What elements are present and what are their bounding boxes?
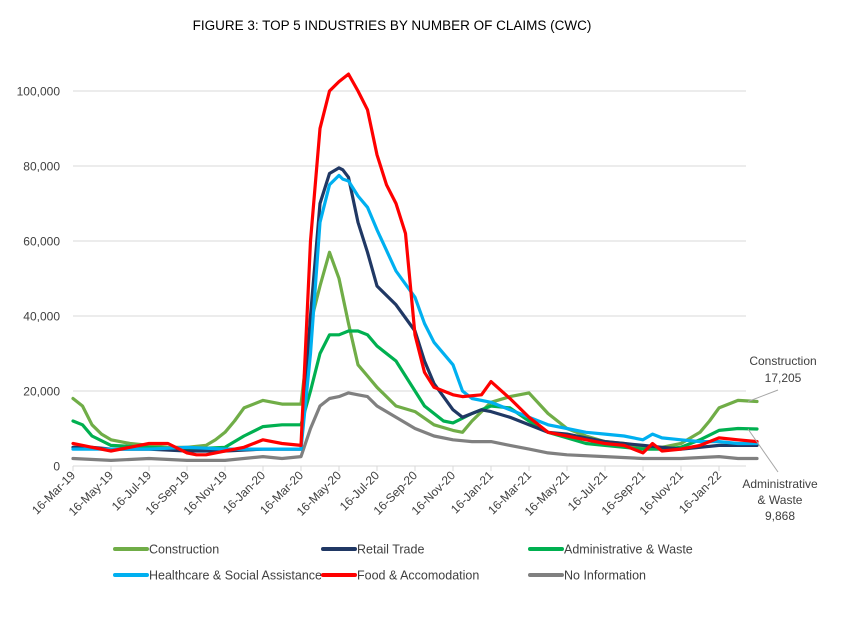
y-tick-label: 60,000 [23,235,60,249]
annotation-leader-construction [747,389,779,402]
legend-label: Construction [149,543,219,557]
series-line-administrative-waste [71,329,759,451]
legend-label: Administrative & Waste [564,543,693,557]
y-tick-label: 100,000 [17,85,61,99]
legend-item: Food & Accomodation [321,569,479,583]
y-tick-label: 0 [53,460,60,474]
legend-item: No Information [528,569,646,583]
y-axis: 0 20,000 40,000 60,000 80,000 100,000 [17,85,61,474]
y-tick-label: 40,000 [23,310,60,324]
annotations: Construction 17,205 Administrative & Waste 9… [742,354,818,523]
annotation-construction-label: Construction [749,354,816,368]
annotation-leader-admin [747,428,779,473]
legend-item: Retail Trade [321,543,424,557]
x-axis: 16-Mar-1916-May-1916-Jul-1916-Sep-1916-N… [29,465,746,519]
legend-label: Food & Accomodation [357,569,479,583]
annotation-admin-value: 9,868 [765,509,795,523]
legend-label: No Information [564,569,646,583]
legend-item: Construction [113,543,219,557]
annotation-construction-value: 17,205 [765,371,802,385]
series-line-food-accomodation [71,72,759,457]
legend-label: Retail Trade [357,543,424,557]
series-line-retail-trade [71,166,759,453]
annotation-admin-label: Administrative [742,477,818,491]
series-lines [71,72,759,462]
gridlines [73,90,746,392]
series-line-healthcare-social-assistance [71,173,759,451]
legend-item: Healthcare & Social Assistance [113,569,322,583]
series-line-no-information [71,391,759,462]
x-tick-label: 16-Jan-22 [676,468,724,516]
legend-label: Healthcare & Social Assistance [149,569,322,583]
series-line-construction [71,250,759,449]
y-tick-label: 80,000 [23,160,60,174]
chart-title: FIGURE 3: TOP 5 INDUSTRIES BY NUMBER OF … [193,18,592,33]
legend-item: Administrative & Waste [528,543,693,557]
legend: Construction Retail Trade Administrative &… [113,543,693,583]
annotation-admin-label: & Waste [758,493,803,507]
y-tick-label: 20,000 [23,385,60,399]
